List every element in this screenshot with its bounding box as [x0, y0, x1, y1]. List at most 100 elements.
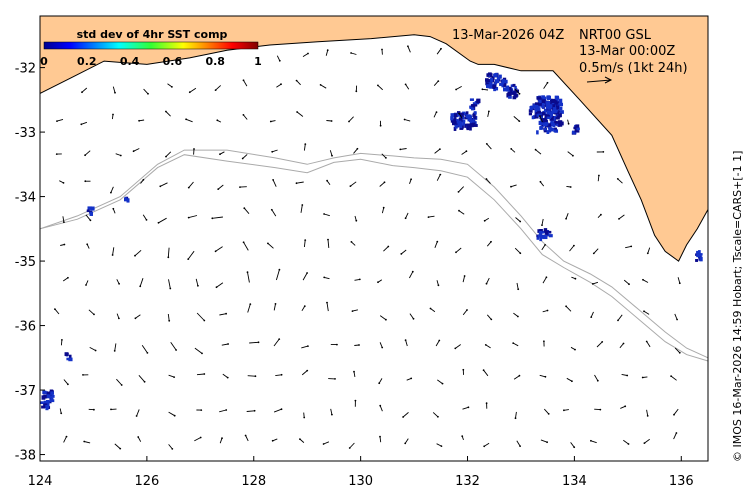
current-vector-head: [458, 209, 460, 212]
current-vector-head: [440, 47, 442, 50]
current-vector: [194, 437, 201, 442]
current-vector-head: [539, 180, 542, 183]
sst-pixel: [536, 114, 541, 117]
current-vector-head: [590, 316, 593, 318]
current-vector-head: [465, 150, 468, 153]
current-vector-head: [86, 243, 89, 246]
sst-pixel: [452, 118, 457, 122]
current-vector: [483, 369, 489, 377]
current-vector: [541, 218, 544, 226]
current-vector: [160, 182, 168, 187]
y-tick-label: -34: [15, 191, 36, 206]
current-vector: [56, 118, 64, 122]
sst-pixel: [699, 253, 703, 256]
current-vector: [327, 239, 330, 248]
sst-pixel: [559, 102, 564, 107]
current-vector: [212, 216, 223, 219]
current-vector-head: [630, 245, 633, 248]
current-vector-head: [355, 219, 358, 222]
current-vector-head: [147, 92, 149, 95]
sst-pixel: [453, 126, 457, 131]
current-vector: [303, 240, 306, 248]
current-vector-head: [216, 119, 219, 122]
current-vector: [642, 279, 649, 283]
current-vector: [326, 302, 329, 312]
sst-pixel: [45, 404, 49, 409]
current-vector-head: [544, 244, 546, 246]
sst-pixel: [529, 106, 533, 111]
sst-pixel: [537, 103, 542, 106]
current-vector: [625, 245, 632, 249]
current-vector: [167, 247, 170, 258]
x-tick-label: 126: [134, 474, 159, 489]
sst-pixel: [501, 84, 505, 88]
sst-pixel: [551, 98, 557, 104]
scale-arrow: [586, 76, 613, 84]
sst-pixel: [450, 116, 454, 121]
current-vector-head: [113, 350, 116, 352]
current-vector-head: [63, 221, 65, 224]
sst-pixel: [469, 98, 474, 101]
current-vector: [216, 282, 224, 288]
current-vector-head: [349, 185, 352, 188]
current-vector-head: [519, 220, 522, 223]
sst-pixel: [558, 123, 563, 127]
sst-pixel: [488, 73, 493, 78]
current-vector-head: [462, 368, 465, 371]
current-vector-head: [435, 111, 438, 113]
current-vector: [194, 347, 203, 354]
current-vector-head: [519, 445, 521, 447]
current-vector: [486, 178, 491, 184]
x-tick-label: 130: [348, 474, 373, 489]
sst-pixel: [541, 101, 545, 106]
sst-pixel: [462, 111, 466, 116]
current-vector-head: [185, 118, 188, 121]
sst-pixel: [555, 117, 560, 120]
sst-pixel: [43, 394, 47, 399]
current-vector-head: [670, 375, 672, 377]
sst-pixel: [556, 123, 559, 127]
current-vector: [458, 113, 463, 119]
current-vector: [515, 217, 521, 222]
current-vector-head: [211, 217, 214, 220]
current-vector-head: [227, 343, 230, 345]
current-vector: [433, 111, 437, 118]
sst-pixel: [124, 197, 127, 202]
current-vector-head: [146, 352, 149, 354]
sst-pixel: [552, 117, 557, 121]
current-vector: [189, 87, 197, 93]
sst-pixel: [553, 129, 557, 133]
sst-pixel: [469, 127, 472, 131]
current-vector-head: [404, 217, 407, 220]
current-vector-head: [410, 377, 413, 380]
sst-pixel: [485, 81, 490, 86]
current-vector-head: [81, 91, 83, 94]
sst-pixel: [546, 104, 551, 109]
current-vector: [430, 308, 436, 313]
current-vector-head: [379, 435, 381, 438]
current-vector-head: [482, 369, 485, 372]
current-vector-head: [466, 309, 468, 311]
current-vector-head: [567, 122, 570, 125]
current-vector-head: [440, 445, 443, 447]
current-vector-head: [546, 81, 549, 84]
sst-pixel: [126, 198, 130, 203]
current-vector-head: [356, 147, 359, 150]
sst-pixel: [549, 112, 553, 116]
current-vector: [110, 186, 114, 193]
sst-pixel: [546, 95, 549, 99]
sst-pixel: [573, 126, 577, 130]
current-vector: [302, 272, 308, 281]
current-vector-head: [159, 185, 162, 188]
current-vector-head: [142, 178, 145, 181]
sst-pixel: [456, 118, 459, 122]
current-vector: [543, 408, 550, 415]
sst-pixel: [467, 115, 473, 120]
current-vector-head: [592, 252, 595, 255]
x-tick-label: 124: [28, 474, 53, 489]
sst-pixel: [544, 127, 547, 131]
current-vector-head: [602, 151, 605, 153]
y-tick-label: -38: [15, 449, 36, 464]
current-vector-head: [201, 352, 203, 355]
current-vector: [196, 373, 205, 376]
